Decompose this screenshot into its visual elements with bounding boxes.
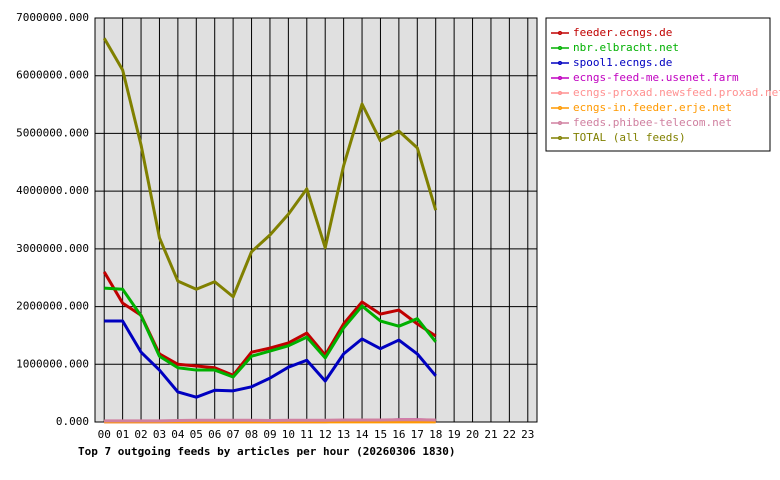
x-tick-label: 16 xyxy=(392,428,405,441)
legend-label: TOTAL (all feeds) xyxy=(573,131,686,144)
legend-label: ecngs-in.feeder.erje.net xyxy=(573,101,732,114)
legend-label: ecngs-proxad.newsfeed.proxad.net xyxy=(573,86,780,99)
x-tick-label: 00 xyxy=(98,428,111,441)
x-tick-label: 18 xyxy=(429,428,442,441)
y-tick-label: 1000000.000 xyxy=(16,357,89,370)
legend-marker xyxy=(558,46,562,50)
x-tick-label: 05 xyxy=(190,428,203,441)
legend-label: ecngs-feed-me.usenet.farm xyxy=(573,71,739,84)
x-tick-label: 01 xyxy=(116,428,129,441)
x-tick-label: 20 xyxy=(466,428,479,441)
x-tick-label: 07 xyxy=(227,428,240,441)
chart-title: Top 7 outgoing feeds by articles per hou… xyxy=(78,445,456,458)
legend-marker xyxy=(558,76,562,80)
y-tick-label: 4000000.000 xyxy=(16,184,89,197)
y-tick-label: 5000000.000 xyxy=(16,126,89,139)
series-line xyxy=(102,37,438,299)
x-tick-label: 17 xyxy=(411,428,424,441)
legend-marker xyxy=(558,61,562,65)
series-line xyxy=(104,319,437,399)
x-tick-label: 21 xyxy=(484,428,497,441)
series-line xyxy=(104,286,437,379)
x-tick-label: 11 xyxy=(300,428,313,441)
x-tick-label: 03 xyxy=(153,428,166,441)
x-tick-label: 02 xyxy=(134,428,147,441)
legend-label: feeds.phibee-telecom.net xyxy=(573,116,732,129)
x-tick-label: 04 xyxy=(171,428,185,441)
x-tick-label: 14 xyxy=(355,428,369,441)
legend-marker xyxy=(558,121,562,125)
legend-box xyxy=(545,17,771,152)
x-tick-label: 09 xyxy=(263,428,276,441)
y-tick-label: 6000000.000 xyxy=(16,69,89,82)
series-line xyxy=(104,418,436,423)
x-tick-label: 13 xyxy=(337,428,350,441)
y-tick-label: 0.000 xyxy=(56,415,89,428)
x-tick-label: 06 xyxy=(208,428,221,441)
x-tick-label: 12 xyxy=(319,428,332,441)
x-tick-label: 23 xyxy=(521,428,534,441)
legend-label: nbr.elbracht.net xyxy=(573,41,679,54)
legend-label: spool1.ecngs.de xyxy=(573,56,672,69)
legend-marker xyxy=(558,31,562,35)
legend-marker xyxy=(558,106,562,110)
x-tick-label: 22 xyxy=(503,428,516,441)
x-tick-label: 15 xyxy=(374,428,387,441)
x-tick-label: 19 xyxy=(448,428,461,441)
y-tick-label: 7000000.000 xyxy=(16,11,89,24)
y-tick-label: 3000000.000 xyxy=(16,242,89,255)
x-tick-label: 08 xyxy=(245,428,258,441)
legend-marker xyxy=(558,136,562,140)
legend-marker xyxy=(558,91,562,95)
y-tick-label: 2000000.000 xyxy=(16,300,89,313)
x-tick-label: 10 xyxy=(282,428,295,441)
legend-label: feeder.ecngs.de xyxy=(573,26,672,39)
